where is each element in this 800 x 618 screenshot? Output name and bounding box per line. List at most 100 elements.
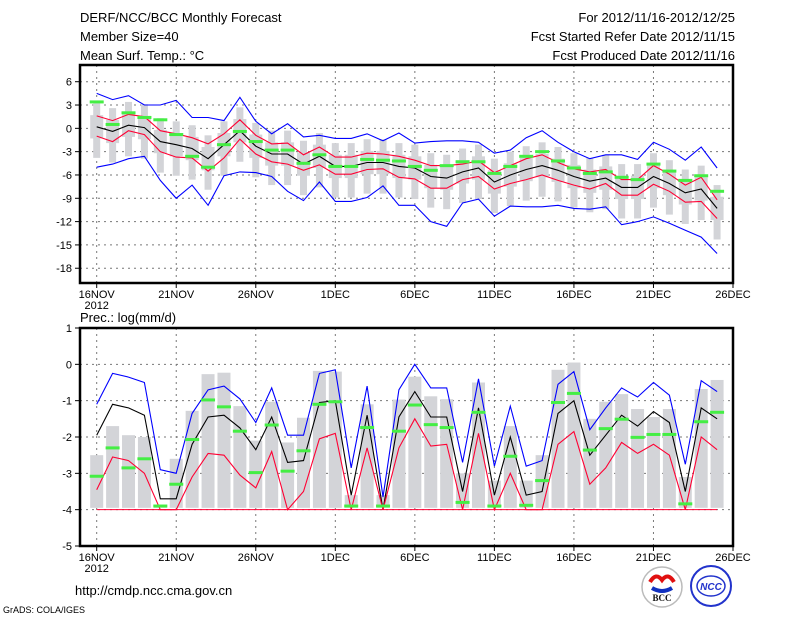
y-tick-label: -18 (56, 263, 72, 275)
obs-marker (566, 391, 581, 395)
plot-frame (78, 63, 735, 285)
precip-bar (90, 455, 104, 508)
obs-marker (89, 100, 104, 104)
precip-bar (296, 417, 310, 508)
obs-marker (185, 154, 200, 158)
obs-marker (519, 154, 534, 158)
obs-marker (169, 133, 184, 137)
obs-marker (566, 166, 581, 170)
y-tick-label: 6 (66, 77, 72, 89)
obs-marker (471, 160, 486, 164)
obs-marker (328, 400, 343, 404)
precip-bar (567, 362, 581, 508)
obs-marker (439, 426, 454, 430)
obs-marker (232, 129, 247, 133)
obs-marker (216, 143, 231, 147)
obs-marker (153, 118, 168, 122)
x-tick-label: 21NOV (158, 552, 195, 564)
url-link[interactable]: http://cmdp.ncc.cma.gov.cn (75, 583, 232, 598)
obs-marker (185, 438, 200, 442)
y-tick-label: 1 (66, 323, 72, 335)
precip-bar (710, 379, 724, 508)
x-tick-label: 11DEC (477, 552, 512, 564)
y-tick-label: -12 (56, 217, 72, 229)
obs-marker (598, 427, 613, 431)
obs-marker (662, 432, 677, 436)
obs-marker (439, 164, 454, 168)
x-tick-label: 21DEC (636, 289, 672, 301)
y-tick-label: -15 (56, 240, 72, 252)
obs-marker (407, 403, 422, 407)
obs-marker (264, 148, 279, 152)
obs-marker (551, 159, 566, 163)
obs-marker (328, 164, 343, 168)
obs-marker (535, 479, 550, 483)
precip-bar (217, 372, 231, 508)
obs-marker (312, 153, 327, 157)
precip-bar (551, 369, 565, 508)
precip-bar (440, 399, 454, 508)
x-tick-label: 6DEC (400, 552, 429, 564)
series-mean-line (96, 124, 718, 209)
obs-marker (280, 148, 295, 152)
obs-marker (296, 161, 311, 165)
precip-bar (694, 389, 708, 508)
obs-marker (582, 448, 597, 452)
member-size: Member Size=40 (80, 29, 179, 44)
x-tick-label: 16DEC (556, 552, 592, 564)
x-year-label: 2012 (84, 563, 108, 575)
obs-marker (423, 168, 438, 172)
obs-marker (121, 111, 136, 115)
precip-bar (503, 426, 517, 508)
obs-marker (201, 398, 216, 402)
obs-marker (678, 178, 693, 182)
obs-marker (503, 454, 518, 458)
produced-date: Fcst Produced Date 2012/11/16 (552, 48, 735, 63)
chart-title: DERF/NCC/BCC Monthly Forecast (80, 10, 282, 25)
obs-marker (614, 175, 629, 179)
precip-bar (599, 401, 613, 508)
obs-marker (105, 446, 120, 450)
precip-bar (233, 406, 247, 508)
x-tick-label: 16NOV (79, 552, 116, 564)
precip-bar (328, 371, 342, 508)
x-tick-label: 26DEC (715, 552, 751, 564)
svg-text:BCC: BCC (652, 593, 671, 603)
obs-marker (344, 164, 359, 168)
series-min-line (96, 155, 718, 254)
precip-bar (122, 435, 136, 508)
obs-marker (582, 171, 597, 175)
svg-text:NCC: NCC (700, 582, 722, 593)
obs-marker (535, 150, 550, 154)
y-tick-label: -2 (62, 432, 72, 444)
x-tick-label: 1DEC (321, 289, 350, 301)
precip-bar (265, 401, 279, 508)
obs-marker (137, 115, 152, 119)
obs-marker (391, 429, 406, 433)
y-tick-label: -3 (62, 147, 72, 159)
x-tick-label: 26NOV (238, 289, 275, 301)
obs-marker (169, 482, 184, 486)
precipitation-panel: 1 0 -1 -2 -3 -4 -5 16NOV 21NOV 26NOV 1DEC 6DEC 11DEC… (62, 323, 751, 575)
obs-marker (264, 423, 279, 427)
series-lower-line (96, 130, 718, 219)
obs-marker (630, 178, 645, 182)
obs-marker (216, 405, 231, 409)
precip-bar (201, 374, 215, 508)
temperature-panel: 6 3 0 -3 -6 -9 -12 -15 -18 16NOV 21NOV 26NOV 1DEC 6DE… (56, 63, 751, 312)
x-tick-label: 16NOV (79, 289, 116, 301)
precip-bar (408, 376, 422, 508)
x-tick-label: 26NOV (238, 552, 275, 564)
y-tick-label: -3 (62, 468, 72, 480)
obs-marker (376, 158, 391, 162)
obs-marker (153, 504, 168, 508)
grads-credit: GrADS: COLA/IGES (3, 605, 85, 615)
obs-marker (551, 400, 566, 404)
obs-marker (487, 171, 502, 175)
variable-label: Mean Surf. Temp.: °C (80, 48, 204, 63)
obs-marker (455, 160, 470, 164)
obs-marker (344, 504, 359, 508)
obs-marker (137, 457, 152, 461)
y-tick-label: -1 (62, 396, 72, 408)
